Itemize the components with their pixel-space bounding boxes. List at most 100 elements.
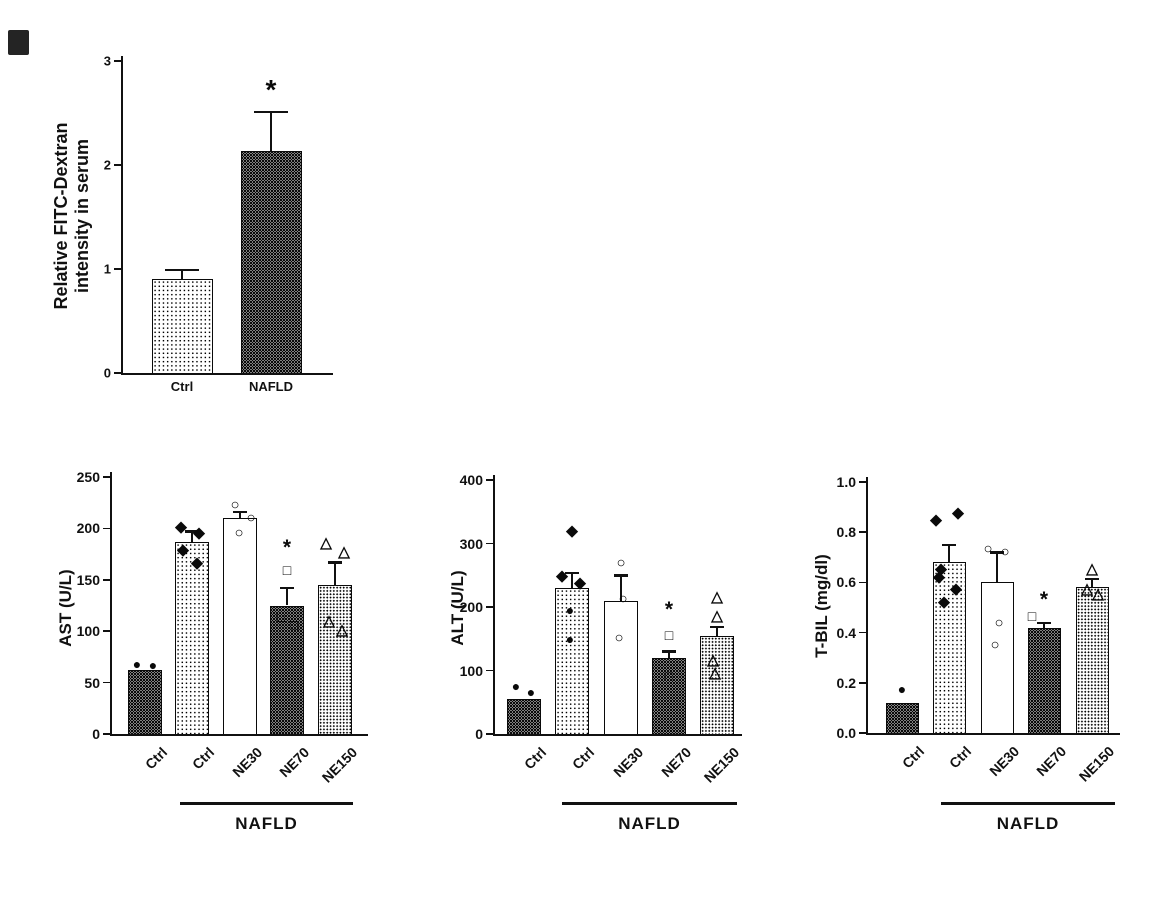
open-triangle-marker: △ <box>338 543 350 561</box>
y-axis-label: ALT (U/L) <box>447 570 467 646</box>
y-tick <box>859 631 866 634</box>
x-label-ctrl: Ctrl <box>188 744 218 773</box>
y-tick <box>114 268 121 270</box>
open-circle-marker: ○ <box>983 540 993 557</box>
group-bracket <box>562 802 737 805</box>
chart-alt: 0 100 200 300 400 ALT (U/L) ● ● Ctrl ◆ ◆ ◆ ● ● Ctrl ○ ○ ○… <box>420 440 800 914</box>
open-triangle-marker: △ <box>323 612 335 630</box>
y-axis <box>121 56 124 375</box>
open-square-marker: □ <box>664 626 674 643</box>
bar-ctrl <box>885 702 919 733</box>
bar-ctrl <box>932 562 966 733</box>
y-tick <box>103 630 110 633</box>
open-triangle-marker: △ <box>707 651 719 669</box>
y-tick-label: 0 <box>475 726 483 742</box>
error-bar <box>191 531 193 542</box>
open-triangle-marker: △ <box>709 664 721 682</box>
y-axis <box>493 475 496 736</box>
scan-artifact-square <box>8 30 29 55</box>
error-bar <box>620 575 622 601</box>
open-circle-marker: ○ <box>1000 543 1010 561</box>
x-label-ctrl: Ctrl <box>568 744 598 773</box>
y-tick <box>486 542 493 545</box>
filled-diamond-marker: ◆ <box>556 567 568 585</box>
error-bar <box>668 651 670 658</box>
error-bar-cap <box>565 571 579 575</box>
bar-nafld <box>240 151 302 373</box>
y-tick-label: 1.0 <box>836 474 856 490</box>
y-tick-label: 3 <box>103 53 111 69</box>
y-axis-label: AST (U/L) <box>55 569 75 647</box>
y-tick <box>859 581 866 584</box>
x-axis <box>121 373 333 376</box>
open-circle-marker: ○ <box>618 590 628 608</box>
bar-ctrl <box>151 279 213 373</box>
open-triangle-marker: △ <box>711 588 723 606</box>
y-tick <box>486 479 493 481</box>
y-tick-label: 400 <box>459 472 483 488</box>
filled-diamond-marker: ◆ <box>566 522 578 540</box>
filled-diamond-marker: ◆ <box>935 560 947 578</box>
open-square-marker: □ <box>1027 608 1037 625</box>
significance-asterisk: * <box>282 535 292 559</box>
bar-ne150 <box>700 635 734 734</box>
y-tick-label: 0 <box>103 365 111 381</box>
filled-circle-marker: ● <box>897 681 907 698</box>
open-triangle-marker: △ <box>1081 580 1093 598</box>
open-circle-marker: ○ <box>616 554 626 572</box>
open-triangle-marker: △ <box>1086 560 1098 578</box>
y-tick-label: 1 <box>103 261 111 277</box>
y-tick-label: 300 <box>459 535 483 552</box>
y-tick-label: 0.4 <box>836 624 856 641</box>
y-tick <box>859 481 866 483</box>
y-axis-label: T-BIL (mg/dl) <box>811 554 831 658</box>
filled-diamond-marker: ◆ <box>175 518 187 536</box>
significance-asterisk: * <box>664 597 674 621</box>
filled-circle-marker: ● <box>565 630 575 647</box>
open-triangle-marker: △ <box>1092 585 1104 603</box>
error-bar <box>1043 622 1045 628</box>
y-tick <box>859 732 866 734</box>
bar-ctrl <box>555 587 589 734</box>
y-tick-label: 50 <box>84 674 100 691</box>
group-label: NAFLD <box>996 814 1060 833</box>
y-tick <box>486 606 493 608</box>
bar-ne70 <box>1027 627 1061 733</box>
filled-diamond-marker: ◆ <box>933 568 945 586</box>
x-label-ctrl: Ctrl <box>898 743 928 772</box>
y-tick <box>103 681 110 684</box>
filled-diamond-marker: ◆ <box>950 580 962 598</box>
error-bar-cap <box>328 561 342 564</box>
error-bar-cap <box>233 510 247 514</box>
error-bar-cap <box>280 587 294 590</box>
group-bracket <box>941 802 1115 805</box>
error-bar <box>270 111 272 152</box>
open-square-marker: □ <box>289 617 299 634</box>
error-bar <box>286 588 288 606</box>
filled-diamond-marker: ◆ <box>177 541 189 559</box>
x-axis <box>493 734 742 737</box>
y-tick-label: 2 <box>103 157 111 173</box>
x-axis <box>866 733 1120 736</box>
y-tick-label: 200 <box>76 520 100 537</box>
filled-circle-marker: ● <box>148 657 158 674</box>
y-tick-label: 150 <box>76 571 100 588</box>
bar-ne30 <box>223 518 257 734</box>
open-circle-marker: ○ <box>230 496 240 514</box>
error-bar-cap <box>1037 621 1051 624</box>
group-label: NAFLD <box>618 814 681 833</box>
significance-asterisk: * <box>1039 587 1049 611</box>
x-label-nafld: NAFLD <box>248 379 294 394</box>
open-triangle-marker: △ <box>336 621 348 639</box>
y-tick <box>114 372 121 374</box>
y-tick <box>103 476 110 478</box>
error-bar <box>239 511 241 519</box>
filled-diamond-marker: ◆ <box>191 554 203 572</box>
error-bar <box>334 562 336 585</box>
y-tick <box>486 669 493 672</box>
group-label: NAFLD <box>235 814 298 833</box>
y-axis <box>866 477 869 735</box>
error-bar <box>716 626 718 636</box>
error-bar-cap <box>1085 577 1099 581</box>
